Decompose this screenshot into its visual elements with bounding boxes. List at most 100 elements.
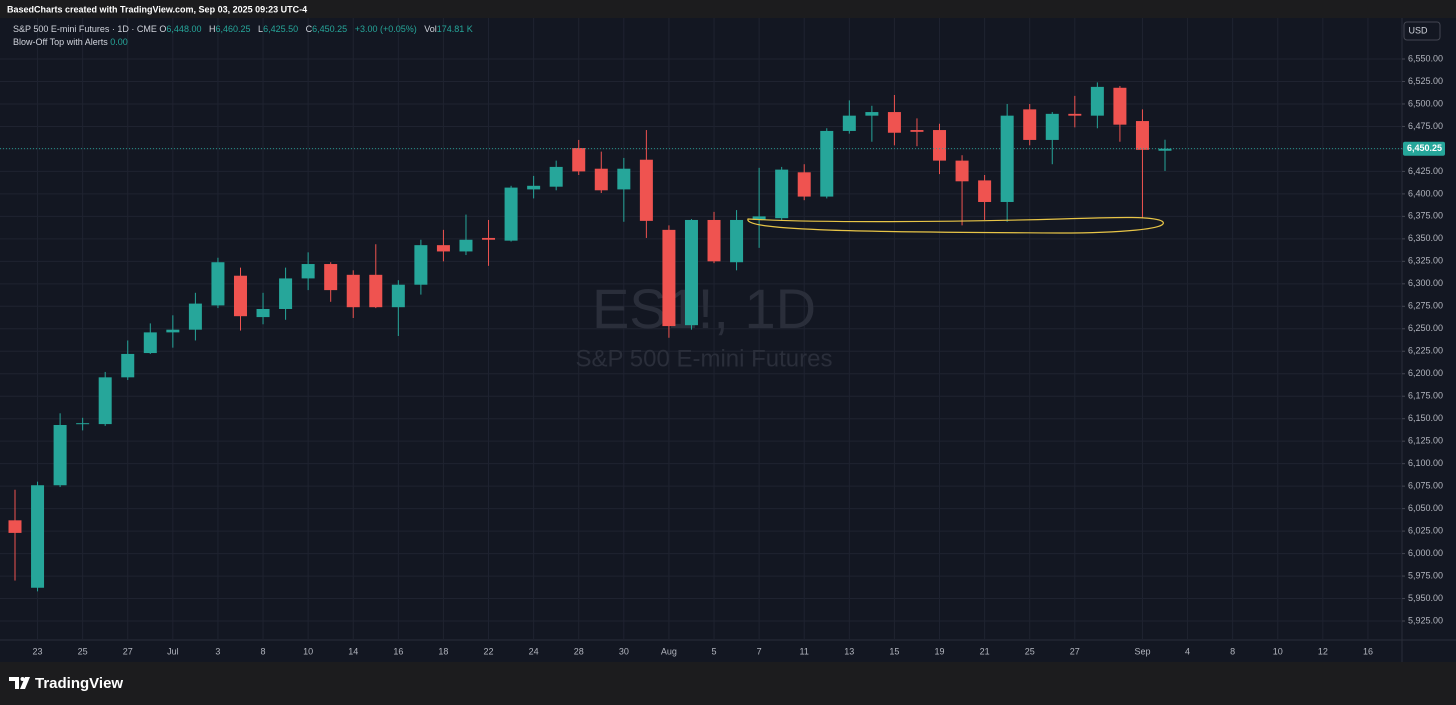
y-tick-label: 6,275.00 — [1408, 301, 1443, 311]
y-tick-label: 6,175.00 — [1408, 391, 1443, 401]
x-tick-label: 15 — [889, 646, 899, 656]
x-tick-label: 11 — [800, 646, 809, 656]
y-tick-label: 6,475.00 — [1408, 121, 1443, 131]
candle-body — [684, 219, 698, 326]
candle-body — [166, 329, 180, 333]
brand-logo-dot — [20, 677, 25, 681]
x-tick-label: 28 — [574, 646, 584, 656]
x-tick-label: 25 — [78, 646, 88, 656]
candle-body — [730, 219, 744, 263]
y-tick-label: 6,025.00 — [1408, 525, 1443, 535]
candle-body — [639, 159, 653, 221]
candle-body — [98, 377, 112, 425]
candle-body — [775, 169, 789, 219]
candle-body — [504, 187, 518, 241]
candle-body — [53, 424, 67, 486]
candle-body — [31, 485, 45, 588]
candle-body — [910, 130, 924, 132]
x-tick-label: 7 — [757, 646, 762, 656]
candle-body — [436, 245, 450, 252]
candle-body — [188, 303, 202, 330]
brand-logo — [9, 677, 30, 689]
grid — [0, 18, 1405, 640]
currency-button[interactable] — [1403, 21, 1441, 41]
x-tick-label: 14 — [348, 646, 358, 656]
y-tick-label: 6,400.00 — [1408, 188, 1443, 198]
x-tick-label: 25 — [1025, 646, 1035, 656]
y-tick-label: 6,425.00 — [1408, 166, 1443, 176]
candle-body — [346, 274, 360, 308]
candle-body — [978, 180, 992, 202]
y-tick-label: 6,375.00 — [1408, 211, 1443, 221]
candle-body — [797, 172, 811, 197]
y-tick-label: 6,100.00 — [1408, 458, 1443, 468]
candle-body — [707, 219, 721, 262]
candle-body — [955, 160, 969, 182]
x-tick-label: 5 — [712, 646, 717, 656]
candle-body — [391, 284, 405, 308]
x-tick-label: 3 — [215, 646, 220, 656]
o-value: 6,448.00 — [166, 24, 202, 34]
o-label: O — [159, 24, 167, 34]
h-value: 6,460.25 — [215, 24, 251, 34]
candle-body — [572, 148, 586, 172]
x-tick-label: 27 — [1070, 646, 1080, 656]
x-tick-label: 21 — [980, 646, 990, 656]
x-tick-label: 8 — [261, 646, 266, 656]
candle-body — [324, 264, 338, 291]
candle-body — [549, 166, 563, 187]
last-price-label: 6,450.25 — [1407, 143, 1442, 153]
l-label: L — [258, 24, 264, 34]
candle-body — [1135, 121, 1149, 150]
y-tick-label: 6,225.00 — [1408, 346, 1443, 356]
candle-body — [527, 185, 541, 190]
x-tick-label: 10 — [303, 646, 313, 656]
y-tick-label: 6,525.00 — [1408, 76, 1443, 86]
y-tick-label: 6,125.00 — [1408, 436, 1443, 446]
candles — [0, 82, 1402, 592]
watermark-title: ES1!, 1D — [592, 277, 816, 340]
c-value: 6,450.25 — [312, 24, 348, 34]
candle-body — [1023, 109, 1037, 140]
candle-body — [76, 423, 90, 425]
y-tick-label: 6,050.00 — [1408, 503, 1443, 513]
vol-label: Vol — [424, 24, 437, 34]
vol-value: 174.81 K — [436, 24, 473, 34]
candle-body — [256, 308, 270, 318]
x-tick-label: 16 — [393, 646, 403, 656]
c-label: C — [305, 24, 313, 34]
y-tick-label: 6,300.00 — [1408, 278, 1443, 288]
indicator: Blow-Off Top with Alerts — [13, 37, 108, 47]
y-tick-label: 6,075.00 — [1408, 481, 1443, 491]
candle-body — [121, 353, 135, 378]
watermark-subtitle: S&P 500 E-mini Futures — [575, 345, 832, 372]
y-tick-label: 5,950.00 — [1408, 593, 1443, 603]
indicator-value: 0.00 — [110, 37, 128, 47]
candle-body — [1000, 115, 1014, 202]
annotation-ellipse — [747, 216, 1164, 234]
x-tick-label: 4 — [1185, 646, 1190, 656]
y-tick-label: 6,550.00 — [1408, 53, 1443, 63]
price-axis — [1402, 18, 1456, 662]
symbol: S&P 500 E-mini Futures · 1D · CME — [13, 24, 157, 34]
y-tick-label: 6,200.00 — [1408, 368, 1443, 378]
x-tick-label: 8 — [1230, 646, 1235, 656]
candle-body — [211, 262, 225, 306]
candle-body — [1045, 113, 1059, 140]
x-tick-label: 27 — [123, 646, 133, 656]
candle-body — [842, 115, 856, 131]
l-value: 6,425.50 — [263, 24, 299, 34]
y-tick-label: 5,975.00 — [1408, 570, 1443, 580]
bottom-bar — [0, 662, 1456, 705]
candle-body — [459, 239, 473, 252]
candle-body — [594, 168, 608, 191]
candle-body — [933, 130, 947, 161]
x-tick-label: 18 — [438, 646, 448, 656]
candle-body — [143, 332, 157, 354]
time-axis — [0, 640, 1402, 662]
candle-body — [8, 520, 22, 533]
x-tick-label: 23 — [33, 646, 43, 656]
candle-body — [1090, 86, 1104, 116]
candle-body — [865, 112, 879, 116]
